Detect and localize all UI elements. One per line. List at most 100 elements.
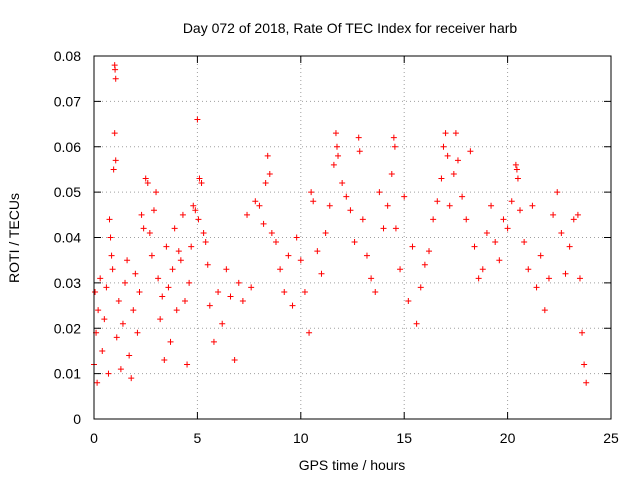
data-point — [165, 284, 172, 291]
data-point — [390, 134, 397, 141]
plot-frame — [93, 55, 612, 420]
data-point — [175, 248, 182, 255]
data-point — [363, 252, 370, 259]
data-point — [314, 248, 321, 255]
data-point — [194, 116, 201, 123]
data-point — [132, 270, 139, 277]
data-point — [562, 270, 569, 277]
y-axis-label: ROTI / TECUs — [6, 193, 22, 283]
data-point — [106, 216, 113, 223]
data-point — [239, 298, 246, 305]
data-point — [376, 189, 383, 196]
data-point — [537, 252, 544, 259]
data-point — [356, 148, 363, 155]
data-point — [169, 266, 176, 273]
data-point — [184, 361, 191, 368]
data-point — [117, 366, 124, 373]
data-point — [198, 180, 205, 187]
data-point — [496, 257, 503, 264]
data-point — [392, 225, 399, 232]
data-point — [112, 157, 119, 164]
x-tick-label: 25 — [603, 430, 619, 446]
data-point — [517, 207, 524, 214]
data-point — [397, 266, 404, 273]
data-point — [297, 257, 304, 264]
data-point — [260, 220, 267, 227]
data-point — [479, 266, 486, 273]
x-tick-labels: 0 5 10 15 20 25 — [90, 430, 619, 446]
data-point — [401, 193, 408, 200]
data-point — [500, 216, 507, 223]
data-point — [413, 320, 420, 327]
data-point — [301, 288, 308, 295]
data-point — [421, 261, 428, 268]
y-tick-label: 0.03 — [54, 275, 81, 291]
y-tick-label: 0.04 — [54, 230, 81, 246]
data-point — [566, 243, 573, 250]
data-point — [92, 288, 99, 295]
data-point — [157, 316, 164, 323]
data-point — [322, 229, 329, 236]
data-point — [471, 243, 478, 250]
data-point — [159, 293, 166, 300]
data-point — [219, 320, 226, 327]
y-tick-label: 0.05 — [54, 184, 81, 200]
data-point — [266, 170, 273, 177]
data-point — [391, 143, 398, 150]
data-point — [244, 211, 251, 218]
data-point — [488, 202, 495, 209]
data-point — [450, 170, 457, 177]
data-point — [186, 279, 193, 286]
data-point — [359, 216, 366, 223]
data-point — [140, 225, 147, 232]
data-point — [583, 379, 590, 386]
data-point — [504, 225, 511, 232]
data-point — [430, 216, 437, 223]
data-point — [467, 148, 474, 155]
data-point — [508, 198, 515, 205]
data-point — [150, 207, 157, 214]
data-point — [177, 257, 184, 264]
data-point — [372, 288, 379, 295]
data-point — [200, 229, 207, 236]
data-point — [204, 261, 211, 268]
data-point — [417, 284, 424, 291]
data-point — [190, 202, 197, 209]
grid-lines — [94, 56, 611, 419]
data-point — [405, 298, 412, 305]
data-point — [426, 248, 433, 255]
data-point — [293, 234, 300, 241]
data-point — [514, 175, 521, 182]
data-point — [525, 266, 532, 273]
data-point — [434, 198, 441, 205]
data-point — [442, 130, 449, 137]
data-points — [91, 62, 590, 386]
data-point — [153, 189, 160, 196]
data-point — [223, 266, 230, 273]
data-point — [227, 293, 234, 300]
data-point — [368, 275, 375, 282]
y-tick-label: 0.06 — [54, 139, 81, 155]
data-point — [101, 316, 108, 323]
data-point — [112, 75, 119, 82]
data-point — [231, 357, 238, 364]
data-point — [124, 257, 131, 264]
data-point — [113, 334, 120, 341]
data-point — [136, 288, 143, 295]
data-point — [235, 279, 242, 286]
data-point — [179, 211, 186, 218]
data-point — [264, 152, 271, 159]
data-point — [144, 180, 151, 187]
x-tick-label: 0 — [90, 430, 98, 446]
data-point — [126, 352, 133, 359]
y-tick-label: 0.07 — [54, 93, 81, 109]
data-point — [248, 284, 255, 291]
data-point — [155, 275, 162, 282]
data-point — [463, 216, 470, 223]
data-point — [574, 211, 581, 218]
data-point — [110, 166, 117, 173]
data-point — [142, 175, 149, 182]
data-point — [581, 361, 588, 368]
data-point — [105, 370, 112, 377]
data-point — [533, 284, 540, 291]
